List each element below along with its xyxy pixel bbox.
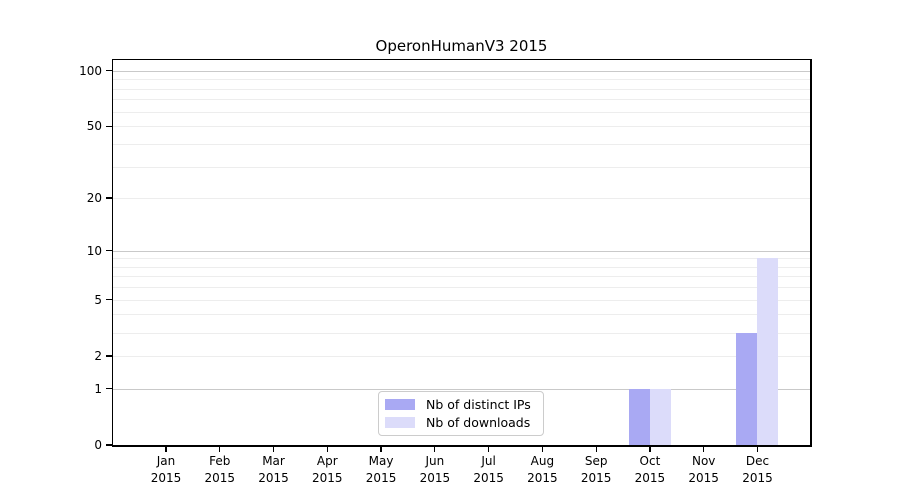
y-tick-label: 100 <box>79 63 102 78</box>
gridline-minor <box>113 79 810 81</box>
legend: Nb of distinct IPs Nb of downloads <box>378 391 544 436</box>
y-tick-label: 20 <box>86 191 102 206</box>
x-tick-label-oct: Oct 2015 <box>634 454 666 485</box>
y-tickmark <box>106 70 112 72</box>
x-tick-label-sep: Sep 2015 <box>580 454 612 485</box>
chart-title: OperonHumanV3 2015 <box>375 37 548 55</box>
x-tickmark <box>165 446 167 452</box>
bar-downloads-oct <box>649 388 671 445</box>
x-tick-label-jan: Jan 2015 <box>150 454 182 485</box>
y-tickmark <box>106 125 112 127</box>
bar-distinct-ips-oct <box>628 388 650 445</box>
gridline-major <box>113 70 810 72</box>
x-tick-label-aug: Aug 2015 <box>527 454 558 485</box>
y-tick-label: 0 <box>94 438 102 452</box>
spine-right <box>810 58 812 447</box>
gridline-minor <box>113 143 810 145</box>
x-tickmark <box>487 446 490 452</box>
y-tickmark <box>106 355 112 357</box>
x-tickmark <box>434 446 436 452</box>
x-tickmark <box>756 446 759 452</box>
x-tickmark <box>380 446 382 452</box>
y-tickmark <box>106 444 112 446</box>
x-tick-label-jun: Jun 2015 <box>419 454 451 485</box>
y-tick-label: 5 <box>94 292 102 307</box>
spine-bottom <box>111 445 812 447</box>
gridline-major <box>113 250 810 252</box>
x-tickmark <box>649 446 651 452</box>
spine-top <box>111 58 812 60</box>
spine-left <box>111 58 113 447</box>
x-tickmark <box>595 446 597 452</box>
legend-label-downloads: Nb of downloads <box>426 414 531 430</box>
legend-label-distinct-ips: Nb of distinct IPs <box>426 397 531 413</box>
y-tick-label: 50 <box>86 119 102 134</box>
y-tickmark <box>106 197 112 199</box>
x-tickmark <box>326 446 328 452</box>
legend-swatch-distinct-ips <box>385 399 415 411</box>
gridline-minor <box>113 198 810 200</box>
x-tick-label-apr: Apr 2015 <box>312 454 343 485</box>
x-tick-label-mar: Mar 2015 <box>258 454 289 485</box>
y-tick-label: 10 <box>86 243 102 258</box>
gridline-minor <box>113 355 810 357</box>
gridline-minor <box>113 287 810 289</box>
x-tick-label-jul: Jul 2015 <box>473 454 504 485</box>
x-tick-label-may: May 2015 <box>365 454 397 485</box>
y-tick-label: 2 <box>94 348 102 363</box>
x-tick-label-nov: Nov 2015 <box>688 454 719 485</box>
x-tickmark <box>541 446 544 452</box>
gridline-minor <box>113 258 810 260</box>
y-tickmark <box>106 249 112 252</box>
gridline-minor <box>113 126 810 128</box>
x-tickmark <box>219 446 221 452</box>
bar-distinct-ips-dec <box>736 332 758 445</box>
x-tickmark <box>272 446 275 452</box>
gridline-minor <box>113 299 810 301</box>
gridline-minor <box>113 99 810 101</box>
bar-downloads-dec <box>757 258 779 445</box>
gridline-minor <box>113 276 810 278</box>
y-tickmark <box>106 388 112 390</box>
gridline-minor <box>113 266 810 268</box>
y-tick-label: 1 <box>94 381 102 396</box>
x-tick-label-dec: Dec 2015 <box>742 454 773 485</box>
legend-item-distinct-ips: Nb of distinct IPs <box>385 396 535 414</box>
gridline-minor <box>113 111 810 113</box>
gridline-minor <box>113 332 810 334</box>
gridline-minor <box>113 314 810 316</box>
x-tick-label-feb: Feb 2015 <box>204 454 236 485</box>
gridline-minor <box>113 166 810 168</box>
legend-item-downloads: Nb of downloads <box>385 414 535 432</box>
legend-swatch-downloads <box>385 416 415 428</box>
gridline-minor <box>113 88 810 90</box>
y-tickmark <box>106 299 112 301</box>
x-tickmark <box>703 446 705 452</box>
gridline-major <box>113 388 810 390</box>
